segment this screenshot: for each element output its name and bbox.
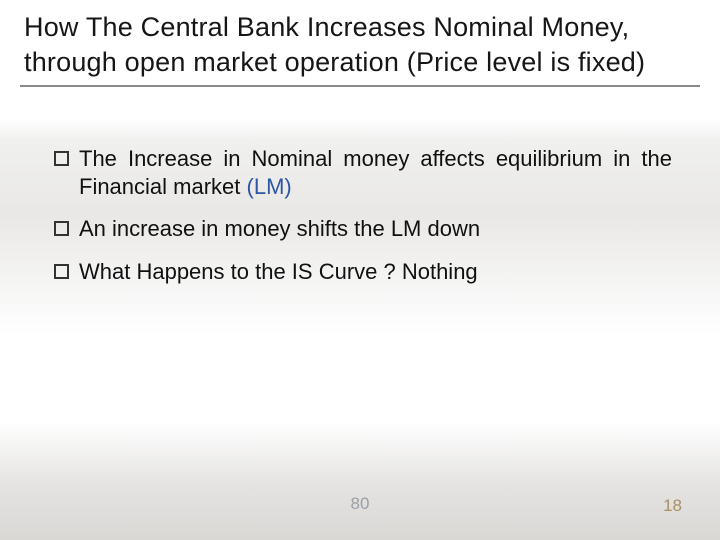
slide: How The Central Bank Increases Nominal M… [0, 0, 720, 540]
bullet-item-3: What Happens to the IS Curve ? Nothing [54, 258, 672, 286]
bullet-item-2: An increase in money shifts the LM down [54, 215, 672, 243]
bullet-square-icon [54, 221, 69, 236]
bullet-text: The Increase in Nominal money affects eq… [79, 145, 672, 201]
bullet-square-icon [54, 264, 69, 279]
page-number-right: 18 [663, 496, 682, 516]
bullet-item-1: The Increase in Nominal money affects eq… [54, 145, 672, 201]
bullet-text: An increase in money shifts the LM down [79, 215, 480, 243]
slide-title: How The Central Bank Increases Nominal M… [20, 10, 700, 87]
slide-body: The Increase in Nominal money affects eq… [20, 145, 700, 286]
bullet-1-pre: The Increase in Nominal money affects eq… [79, 146, 672, 199]
bullet-square-icon [54, 151, 69, 166]
bullet-text: What Happens to the IS Curve ? Nothing [79, 258, 478, 286]
lm-highlight: (LM) [247, 174, 292, 199]
page-number-center: 80 [0, 494, 720, 514]
